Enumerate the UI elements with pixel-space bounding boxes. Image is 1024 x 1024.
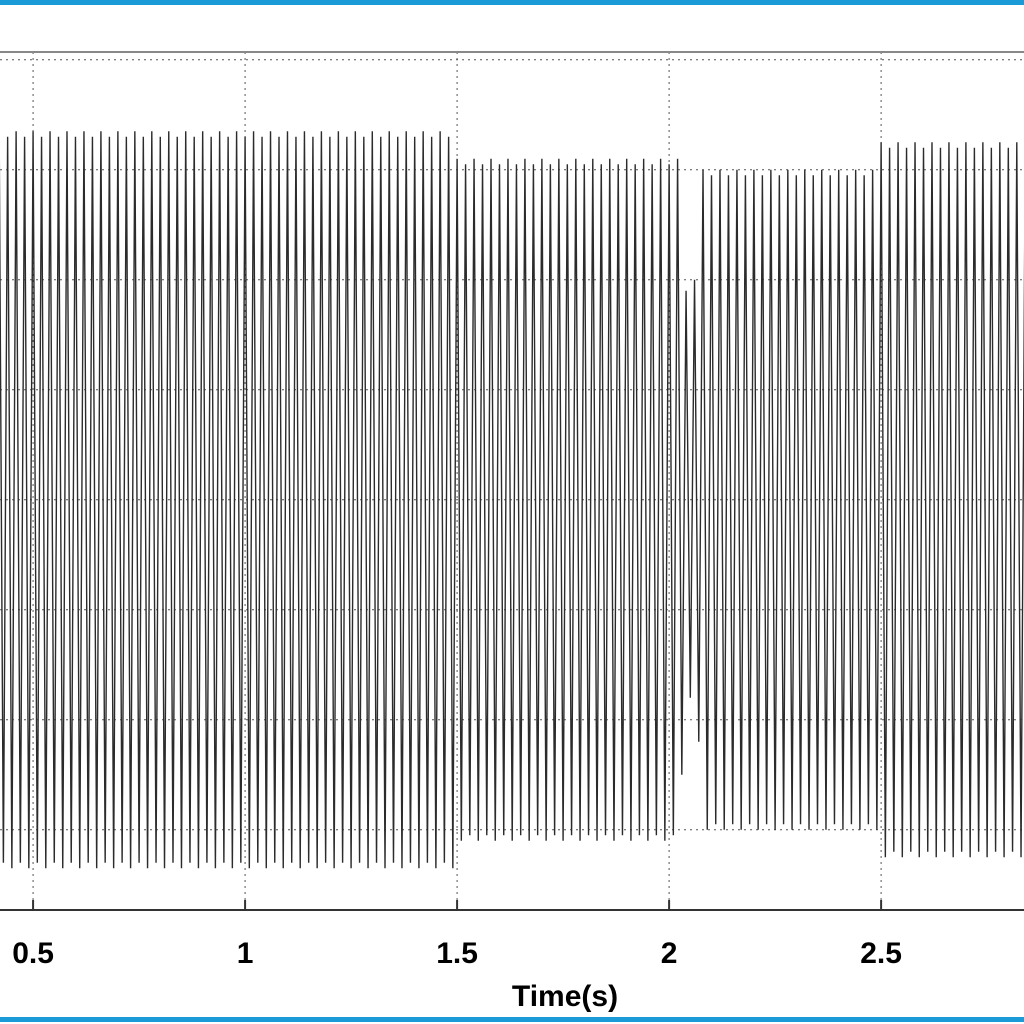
x-tick-label: 1.5 (436, 937, 478, 970)
x-tick-label: 2.5 (860, 937, 902, 970)
top-border (0, 0, 1024, 5)
x-tick-label: 1 (237, 937, 254, 970)
x-tick-label: 2 (661, 937, 678, 970)
signal-line (0, 131, 1024, 869)
x-axis-label: Time(s) (512, 980, 618, 1013)
x-tick-label: 0.5 (12, 937, 54, 970)
bottom-border (0, 1017, 1024, 1022)
ticks: 0.5 1 1.5 2 2.5 (12, 900, 902, 970)
plot-area (0, 131, 1024, 869)
